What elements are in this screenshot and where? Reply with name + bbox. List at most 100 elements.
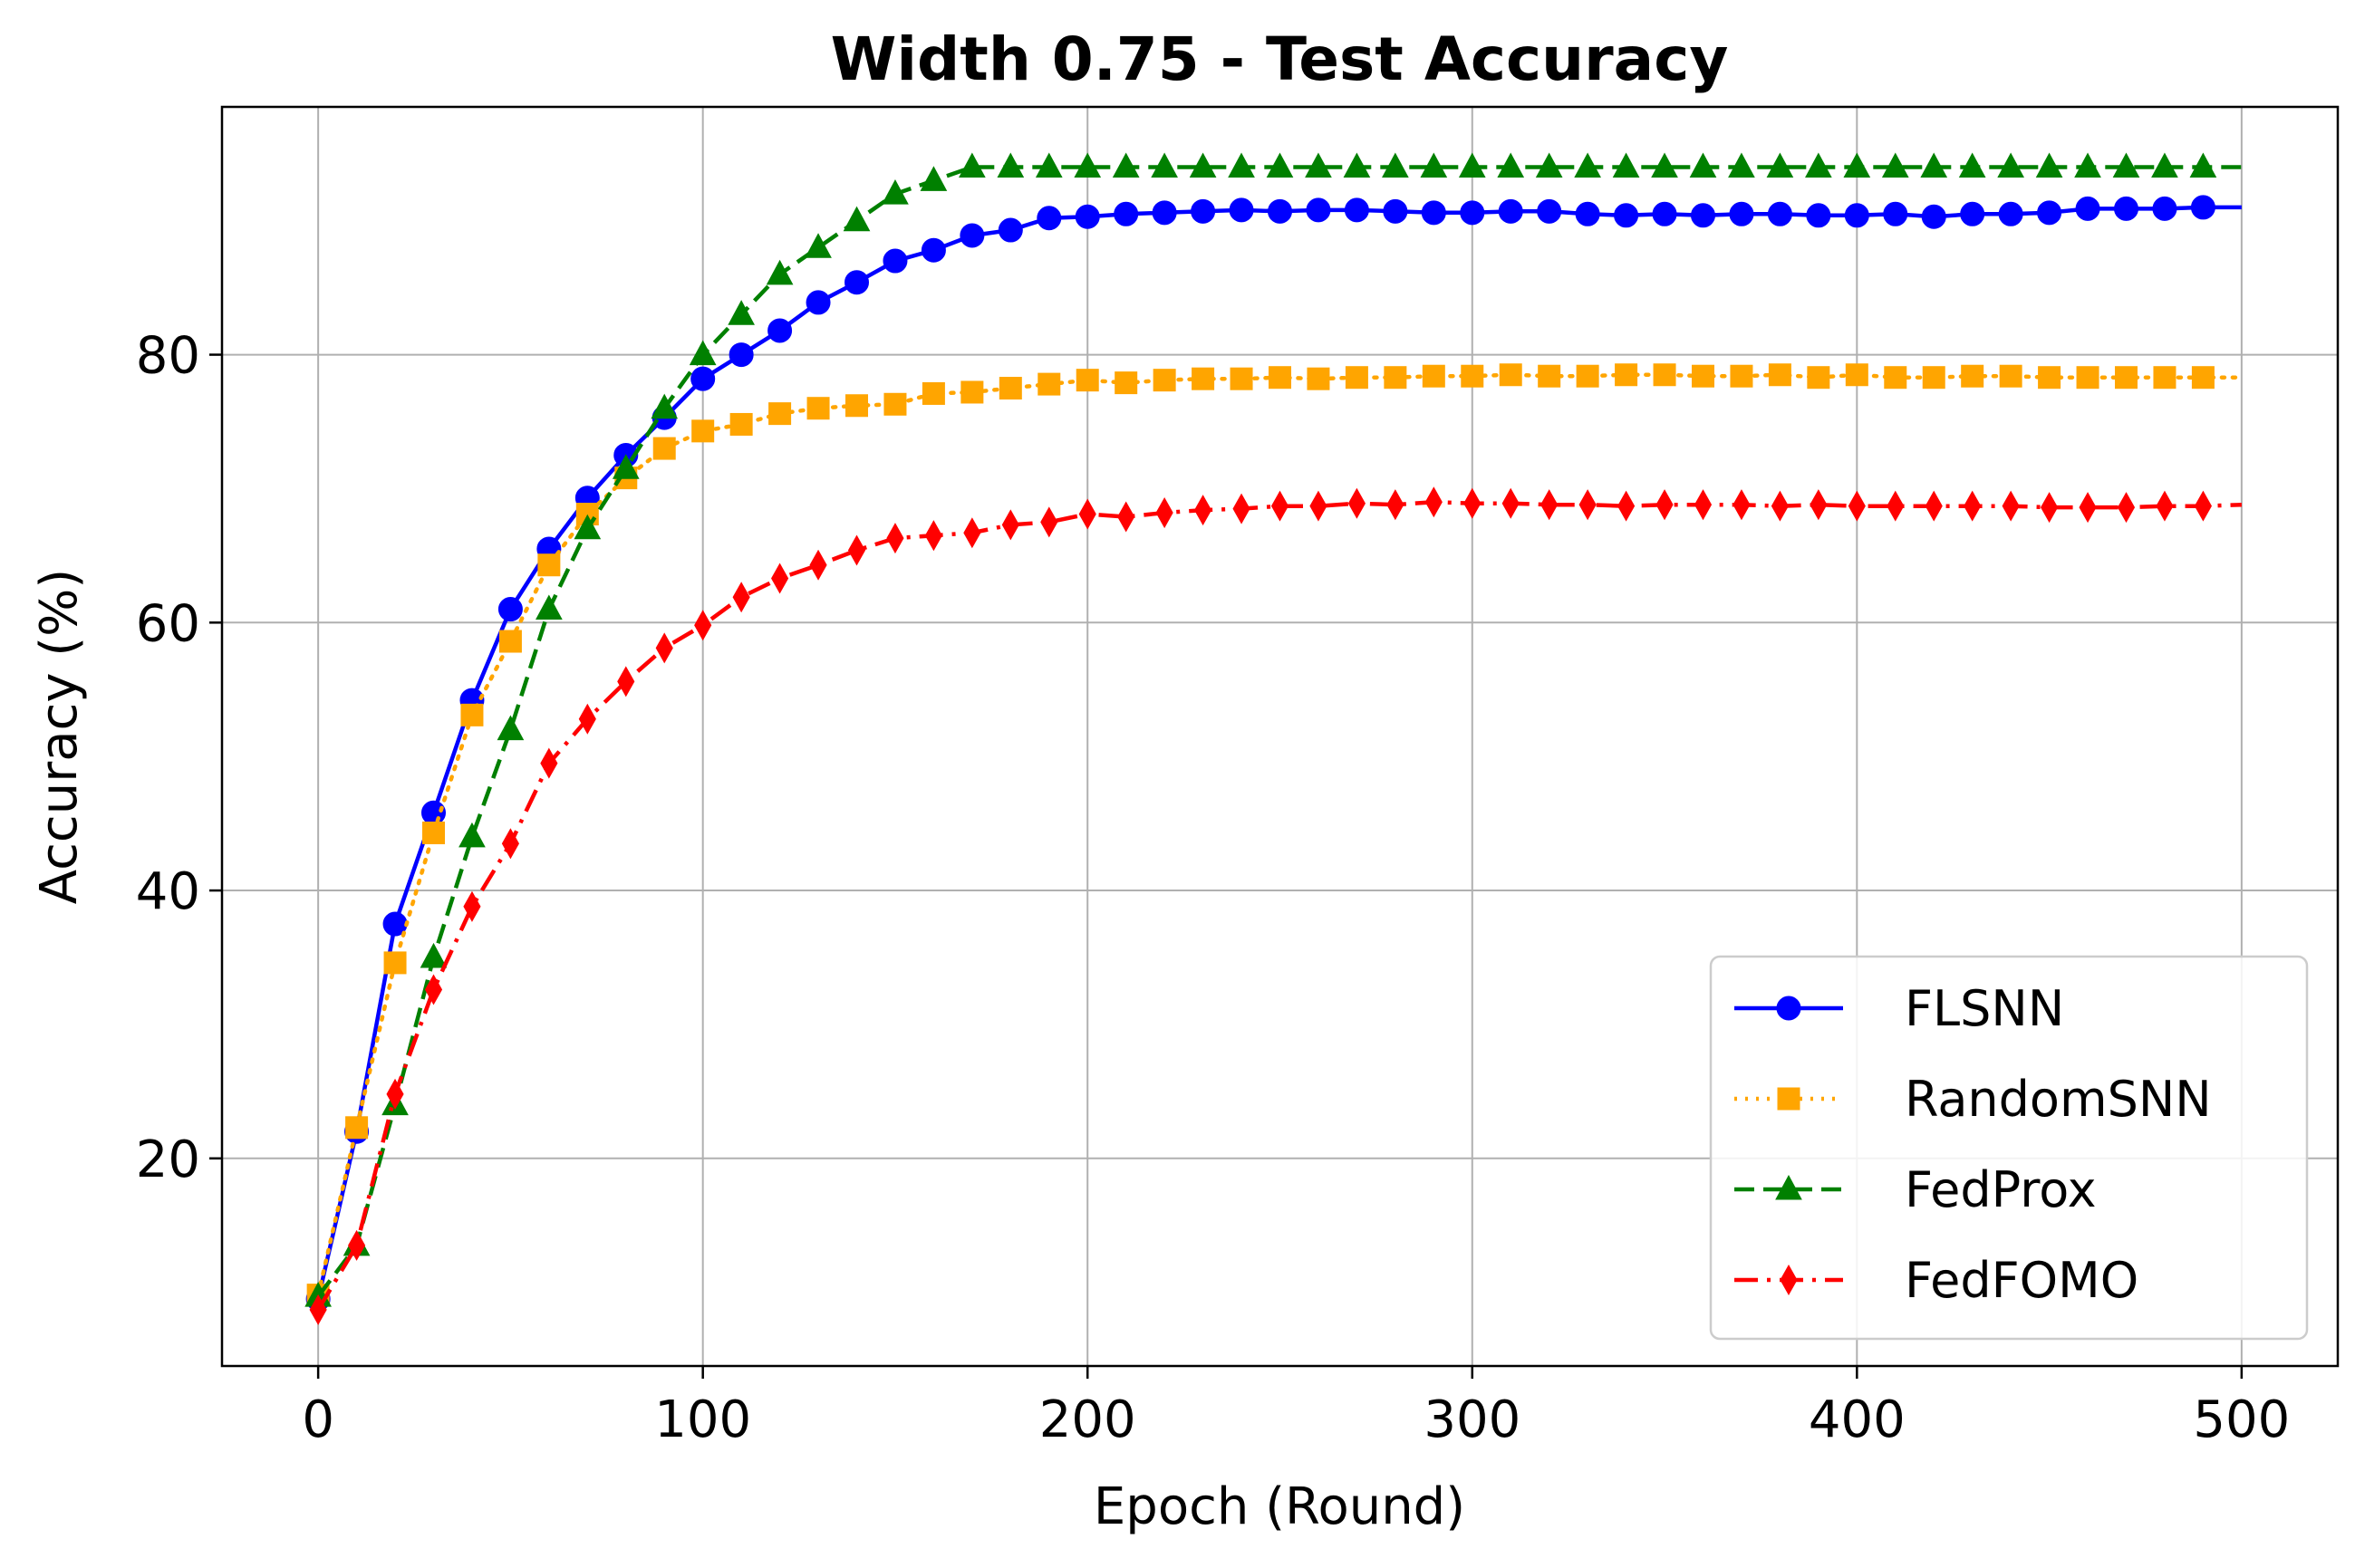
data-point-fedprox (1382, 152, 1409, 178)
data-point-flsnn (921, 237, 946, 263)
data-point-randomsnn (1845, 363, 1868, 387)
data-point-fedfomo (1810, 489, 1828, 521)
data-point-fedfomo (809, 549, 827, 581)
data-point-flsnn (1037, 206, 1062, 231)
data-point-fedprox (1458, 152, 1486, 178)
data-point-fedprox (2151, 152, 2178, 178)
data-point-flsnn (729, 342, 754, 368)
data-point-fedprox (997, 152, 1025, 178)
data-point-fedprox (1112, 152, 1140, 178)
data-point-fedprox (420, 942, 448, 968)
data-point-fedfomo (1964, 490, 1982, 522)
data-point-fedfomo (1578, 489, 1597, 521)
data-point-flsnn (1075, 204, 1100, 229)
data-point-fedprox (458, 822, 486, 848)
data-point-randomsnn (999, 377, 1022, 400)
legend-box (1709, 955, 2309, 1341)
data-point-fedprox (728, 300, 755, 325)
data-point-flsnn (1460, 200, 1485, 226)
data-point-fedprox (766, 259, 794, 285)
data-point-fedprox (1805, 152, 1832, 178)
data-point-randomsnn (1192, 367, 1215, 390)
data-point-randomsnn (1884, 366, 1907, 390)
data-point-fedfomo (1617, 490, 1636, 522)
y-axis-label: Accuracy (%) (30, 569, 89, 904)
data-point-randomsnn (1307, 367, 1330, 390)
data-point-randomsnn (729, 412, 753, 436)
data-point-flsnn (1691, 203, 1715, 228)
data-point-fedprox (536, 594, 563, 620)
data-point-fedprox (1766, 152, 1794, 178)
x-tick-label: 300 (1424, 1390, 1520, 1449)
data-point-fedprox (2074, 152, 2101, 178)
data-point-flsnn (1806, 203, 1831, 228)
data-point-fedfomo (1155, 497, 1173, 529)
data-point-fedprox (1574, 152, 1601, 178)
data-point-fedprox (1843, 152, 1871, 178)
legend-marker-fedfomo (1780, 1264, 1798, 1296)
series-fedfomo (309, 486, 2242, 1325)
data-point-randomsnn (922, 381, 945, 405)
data-point-randomsnn (652, 437, 676, 460)
data-point-fedfomo (655, 632, 673, 664)
data-point-randomsnn (1576, 364, 1599, 388)
data-point-fedfomo (463, 890, 481, 922)
data-point-randomsnn (1230, 367, 1253, 390)
data-point-fedfomo (1270, 490, 1289, 522)
data-point-fedprox (1074, 152, 1102, 178)
data-point-flsnn (883, 248, 908, 274)
data-point-fedfomo (694, 610, 712, 641)
data-point-fedfomo (886, 523, 904, 554)
data-point-randomsnn (2153, 366, 2176, 390)
data-point-fedprox (2112, 152, 2140, 178)
data-point-flsnn (1844, 203, 1869, 228)
data-point-flsnn (845, 270, 869, 295)
data-point-flsnn (2190, 195, 2215, 220)
data-point-flsnn (1421, 200, 1446, 226)
x-tick-label: 200 (1039, 1390, 1136, 1449)
data-point-fedprox (1612, 152, 1640, 178)
legend-marker-flsnn (1776, 996, 1801, 1021)
data-point-fedprox (843, 206, 871, 232)
data-point-fedfomo (386, 1078, 404, 1110)
data-point-randomsnn (1153, 369, 1176, 392)
data-point-flsnn (1960, 201, 1985, 226)
data-point-randomsnn (498, 630, 522, 653)
data-point-fedfomo (1347, 487, 1366, 519)
data-point-fedfomo (424, 974, 443, 1005)
data-point-fedfomo (1001, 509, 1019, 541)
data-point-fedprox (497, 715, 525, 741)
data-point-fedfomo (1501, 487, 1520, 519)
data-point-flsnn (1614, 203, 1639, 228)
data-point-fedprox (1343, 152, 1371, 178)
data-point-flsnn (1998, 201, 2023, 226)
data-point-randomsnn (806, 397, 830, 420)
data-point-randomsnn (383, 951, 407, 975)
data-point-flsnn (1114, 201, 1139, 226)
data-point-fedprox (1920, 152, 1948, 178)
legend-marker-randomsnn (1777, 1087, 1800, 1111)
data-point-randomsnn (1269, 366, 1291, 390)
data-point-fedprox (1958, 152, 1986, 178)
data-point-randomsnn (2115, 366, 2138, 390)
data-point-fedprox (959, 152, 986, 178)
legend-label-flsnn: FLSNN (1905, 980, 2064, 1037)
data-point-fedfomo (540, 747, 558, 779)
data-point-flsnn (2075, 196, 2100, 221)
data-point-fedfomo (1771, 490, 1789, 522)
data-point-randomsnn (1922, 366, 1945, 390)
y-tick-label: 40 (136, 862, 200, 921)
data-point-flsnn (497, 597, 523, 622)
data-point-randomsnn (1076, 369, 1099, 392)
data-point-fedfomo (924, 520, 942, 552)
data-point-fedprox (2035, 152, 2063, 178)
data-point-flsnn (2114, 196, 2138, 221)
data-point-fedfomo (732, 582, 750, 613)
data-point-randomsnn (1730, 364, 1753, 388)
data-point-fedfomo (1424, 486, 1443, 518)
data-point-fedprox (1535, 152, 1563, 178)
data-point-fedprox (805, 233, 832, 258)
data-point-flsnn (1575, 201, 1600, 226)
data-point-randomsnn (1692, 364, 1714, 388)
